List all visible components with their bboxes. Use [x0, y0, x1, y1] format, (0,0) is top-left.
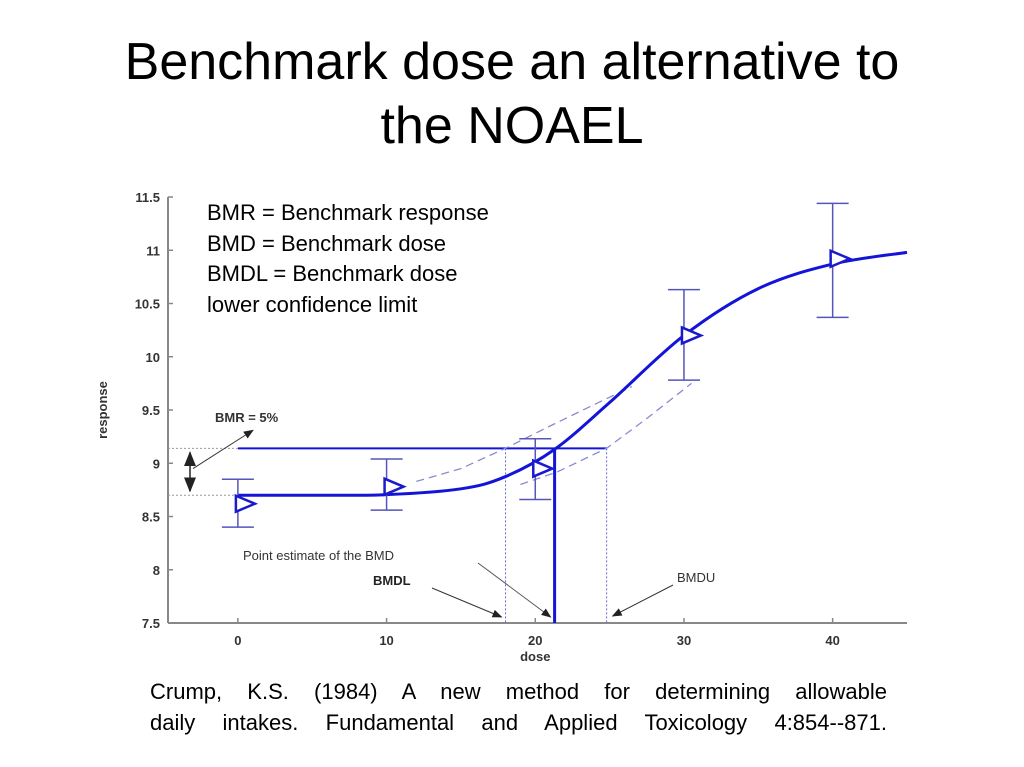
y-axis-label: response [95, 381, 110, 439]
y-tick-label: 8.5 [142, 510, 160, 525]
point-estimate-label: Point estimate of the BMD [243, 548, 394, 563]
triangle-marker [829, 248, 853, 269]
data-point-20 [519, 438, 556, 501]
bmr-label-arrow [192, 429, 254, 469]
bmdl-label: BMDL [373, 573, 411, 588]
y-tick-label: 10.5 [135, 297, 160, 312]
definitions-box: BMR = Benchmark response BMD = Benchmark… [207, 198, 489, 320]
lower-confidence-band [520, 382, 692, 486]
y-tick-label: 11.5 [135, 190, 160, 205]
triangle-marker [383, 476, 407, 497]
x-axis-label: dose [520, 649, 550, 664]
bmdu-label: BMDU [677, 570, 715, 585]
bmr-label: BMR = 5% [215, 410, 279, 425]
data-point-40 [816, 202, 853, 319]
title-line-1: Benchmark dose an alternative to [124, 33, 900, 91]
y-tick-label: 11 [146, 243, 160, 258]
triangle-marker [532, 458, 556, 479]
data-point-10 [370, 458, 407, 511]
definition-bmd: BMD = Benchmark dose [207, 230, 447, 256]
bmdl-arrow [431, 587, 503, 618]
citation-line-2: daily intakes. Fundamental and Applied T… [150, 710, 887, 735]
y-tick-label: 8 [153, 563, 160, 578]
slide-title: Benchmark dose an alternative to the NOA… [0, 30, 1024, 158]
y-tick-label: 10 [146, 350, 160, 365]
definition-bmdl-cont: lower confidence limit [207, 291, 418, 317]
data-point-30 [667, 288, 705, 381]
y-tick-label: 9 [153, 456, 160, 471]
triangle-marker [680, 325, 705, 346]
y-tick-label: 9.5 [142, 403, 160, 418]
fitted-curve [237, 250, 908, 497]
triangle-marker [234, 493, 259, 514]
x-tick-label: 30 [677, 633, 691, 648]
x-tick-label: 40 [825, 633, 839, 648]
title-line-2: the NOAEL [380, 97, 644, 155]
citation-line-1: Crump, K.S. (1984) A new method for dete… [150, 679, 887, 704]
x-tick-label: 10 [379, 633, 393, 648]
definition-bmdl: BMDL = Benchmark dose [207, 261, 458, 286]
bmdu-arrow [611, 584, 674, 617]
citation: Crump, K.S. (1984) A new method for dete… [150, 676, 887, 738]
upper-confidence-band [416, 386, 633, 483]
x-tick-label: 20 [528, 633, 542, 648]
point-estimate-arrow [477, 562, 552, 618]
x-tick-label: 0 [234, 633, 241, 648]
definition-bmr: BMR = Benchmark response [207, 200, 489, 225]
data-point-0 [221, 478, 259, 528]
y-tick-label: 7.5 [142, 616, 160, 631]
